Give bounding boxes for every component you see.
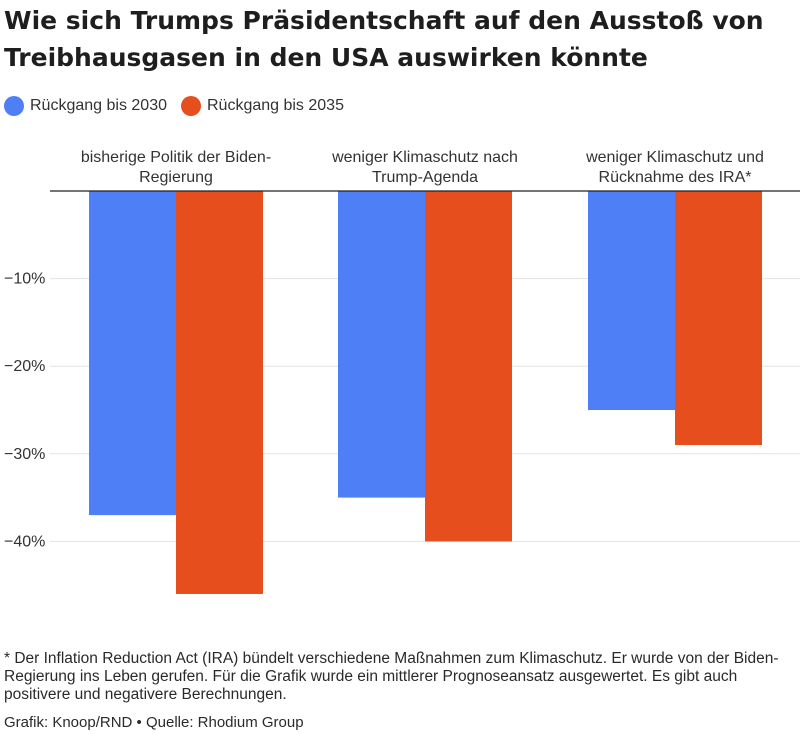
legend-item-2030: Rückgang bis 2030 [4, 96, 167, 116]
legend: Rückgang bis 2030 Rückgang bis 2035 [4, 96, 358, 116]
category-label: bisherige Politik der Biden- [81, 149, 271, 166]
category-label: Trump-Agenda [372, 169, 478, 186]
legend-item-2035: Rückgang bis 2035 [180, 96, 344, 116]
bar-2035 [176, 191, 263, 594]
category-label: Regierung [139, 169, 213, 186]
legend-swatch-2030 [4, 96, 24, 116]
bar-2030 [338, 191, 425, 498]
y-tick-label: −20% [4, 358, 45, 375]
chart-title: Wie sich Trumps Präsidentschaft auf den … [4, 6, 764, 72]
bar-chart: −10% −20% −30% −40% bisherige Politik der Bi… [4, 149, 800, 594]
y-tick-label: −10% [4, 271, 45, 288]
legend-label-2030: Rückgang bis 2030 [30, 97, 167, 114]
category-label: weniger Klimaschutz nach [331, 149, 518, 166]
category-label: weniger Klimaschutz und [585, 149, 764, 166]
source-credit: Grafik: Knoop/RND • Quelle: Rhodium Grou… [4, 714, 304, 731]
footnote: * Der Inflation Reduction Act (IRA) bünd… [4, 650, 779, 703]
bar-2030 [588, 191, 675, 410]
bar-2035 [675, 191, 762, 446]
legend-label-2035: Rückgang bis 2035 [206, 97, 344, 114]
y-tick-label: −40% [4, 533, 45, 550]
bar-2035 [425, 191, 512, 542]
legend-swatch-2035 [180, 96, 201, 116]
category-label: Rücknahme des IRA* [599, 169, 752, 186]
bar-2030 [89, 191, 176, 516]
y-tick-label: −30% [4, 446, 45, 463]
